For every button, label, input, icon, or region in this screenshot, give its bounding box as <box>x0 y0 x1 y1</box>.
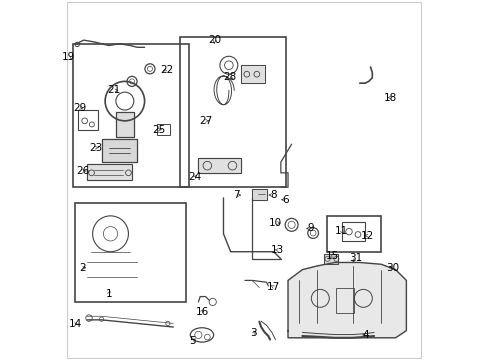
Text: 2: 2 <box>79 263 86 273</box>
Polygon shape <box>252 189 267 200</box>
Bar <box>74 203 186 302</box>
Text: 23: 23 <box>89 143 102 153</box>
Polygon shape <box>116 112 134 137</box>
Text: 30: 30 <box>386 263 399 273</box>
Text: 18: 18 <box>384 93 397 103</box>
Text: 7: 7 <box>233 190 240 200</box>
Polygon shape <box>288 262 406 338</box>
Text: 15: 15 <box>326 251 339 261</box>
Bar <box>198 158 242 173</box>
Text: 3: 3 <box>251 328 257 338</box>
Polygon shape <box>101 139 137 162</box>
Text: 22: 22 <box>160 64 173 75</box>
Text: 26: 26 <box>76 166 90 176</box>
Text: 17: 17 <box>267 282 280 292</box>
Text: 14: 14 <box>69 319 82 329</box>
Polygon shape <box>87 164 132 180</box>
Text: 10: 10 <box>270 218 282 228</box>
Bar <box>157 125 170 135</box>
Text: 11: 11 <box>335 226 348 236</box>
Text: 5: 5 <box>189 336 196 346</box>
Polygon shape <box>198 158 242 173</box>
Bar <box>78 110 98 130</box>
Bar <box>327 216 381 252</box>
Text: 1: 1 <box>105 289 112 299</box>
Text: 21: 21 <box>107 85 121 95</box>
Bar <box>87 164 132 180</box>
Polygon shape <box>324 253 338 264</box>
Text: 8: 8 <box>270 190 277 200</box>
Text: 12: 12 <box>361 231 374 240</box>
Text: 6: 6 <box>283 195 289 205</box>
Bar <box>101 139 137 162</box>
Bar <box>73 44 190 187</box>
Bar <box>242 65 265 83</box>
Text: 20: 20 <box>208 35 221 45</box>
Text: 31: 31 <box>349 253 362 263</box>
Bar <box>252 189 267 200</box>
Text: 29: 29 <box>73 103 86 113</box>
Text: 24: 24 <box>188 172 201 182</box>
Bar <box>324 253 338 264</box>
Bar <box>101 139 137 162</box>
Text: 16: 16 <box>196 307 209 316</box>
Bar <box>180 37 286 187</box>
Text: 25: 25 <box>152 125 165 135</box>
Text: 13: 13 <box>271 245 284 255</box>
Bar <box>337 288 354 313</box>
Bar <box>342 222 365 241</box>
Text: 19: 19 <box>62 52 75 62</box>
Text: 27: 27 <box>199 116 212 126</box>
Bar <box>116 112 134 137</box>
Text: 9: 9 <box>308 224 314 233</box>
Bar <box>116 112 134 137</box>
Text: 28: 28 <box>223 72 237 82</box>
Text: 4: 4 <box>362 330 369 340</box>
Polygon shape <box>242 65 265 83</box>
